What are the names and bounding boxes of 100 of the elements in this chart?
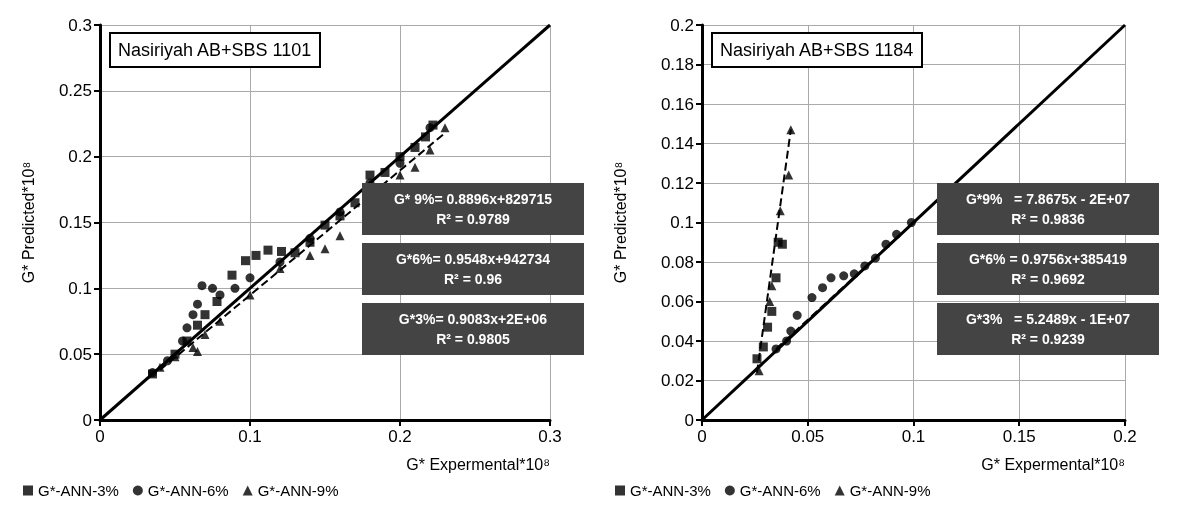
y-tick-label: 0.1	[670, 213, 694, 232]
x-axis-title: G* Expermental*10⁸	[981, 455, 1125, 473]
point	[860, 261, 870, 271]
x-tick-label: 0	[95, 427, 105, 446]
equation-box: G*6%= 0.9548x+942734 R² = 0.96	[362, 243, 584, 295]
point	[227, 270, 237, 280]
x-axis-title: G* Expermental*10⁸	[406, 455, 550, 473]
x-tick-label: 0.15	[1002, 427, 1036, 446]
y-tick-label: 0.1	[68, 278, 92, 298]
point	[193, 320, 202, 330]
x-tick-label: 0.2	[388, 427, 412, 446]
y-tick-label: 0.14	[660, 134, 694, 153]
point	[178, 336, 187, 346]
point	[752, 354, 762, 364]
point	[881, 239, 891, 249]
equation-box: G*3% = 5.2489x - 1E+07 R² = 0.9239	[937, 303, 1159, 355]
point	[395, 170, 405, 180]
point	[305, 250, 315, 260]
equation-box: G*3%= 0.9083x+2E+06 R² = 0.9805	[362, 303, 584, 355]
point	[182, 323, 192, 333]
equation-box: G* 9%= 0.8896x+829715 R² = 0.9789	[362, 183, 584, 235]
equation-box: G*6% = 0.9756x+385419 R² = 0.9692	[937, 243, 1159, 295]
y-tick-label: 0.16	[660, 94, 694, 114]
point	[777, 239, 787, 249]
point	[163, 356, 172, 366]
point	[807, 293, 817, 303]
point	[763, 322, 773, 332]
y-tick-label: 0.2	[68, 147, 92, 167]
point	[818, 283, 828, 293]
point	[440, 123, 450, 133]
point	[215, 316, 225, 326]
point	[395, 158, 405, 168]
point	[275, 257, 285, 267]
y-tick-label: 0.3	[68, 15, 92, 35]
point	[410, 142, 420, 152]
y-tick-label: 0.06	[660, 292, 694, 311]
text: Nasiriyah AB+SBS 1101	[118, 40, 312, 60]
point	[193, 299, 202, 309]
point	[188, 310, 198, 320]
equation-box: G*9% = 7.8675x - 2E+07 R² = 0.9836	[937, 183, 1159, 235]
y-tick-label: 0.18	[660, 55, 694, 74]
point	[771, 273, 781, 283]
y-axis-title: G* Predicted*10⁸	[19, 161, 37, 284]
x-tick-label: 0.1	[901, 427, 926, 446]
point	[230, 283, 240, 293]
point	[275, 264, 285, 274]
y-axis-title: G* Predicted*10⁸	[611, 161, 629, 284]
point	[200, 329, 210, 339]
point	[208, 283, 217, 293]
y-tick-label: 0.2	[670, 15, 694, 35]
y-tick-label: 0.08	[660, 252, 694, 272]
point	[305, 233, 315, 243]
legend-label: G*-ANN-3%	[630, 482, 711, 499]
point	[771, 344, 781, 354]
point	[197, 281, 207, 291]
point	[767, 306, 777, 316]
point	[758, 342, 768, 352]
point	[784, 170, 794, 180]
y-tick-label: 0.15	[58, 213, 92, 232]
x-tick-label: 0.1	[238, 427, 262, 446]
point	[215, 290, 225, 300]
point	[425, 145, 435, 155]
y-tick-label: 0	[684, 410, 694, 430]
point	[870, 253, 880, 263]
point	[421, 132, 430, 142]
point	[245, 273, 255, 283]
point	[765, 297, 775, 306]
y-tick-label: 0.02	[660, 371, 694, 390]
point	[245, 290, 255, 300]
point	[263, 245, 273, 255]
text: Nasiriyah AB+SBS 1184	[720, 40, 914, 60]
y-tick-label: 0.04	[660, 331, 694, 351]
point	[782, 336, 792, 346]
point	[786, 326, 796, 336]
point	[277, 246, 286, 256]
point	[365, 170, 375, 180]
point	[241, 256, 250, 266]
x-tick-label: 0.3	[538, 427, 562, 446]
point	[320, 220, 330, 230]
point	[350, 198, 360, 208]
y-tick-label: 0.12	[660, 173, 694, 193]
y-tick-label: 0.25	[58, 81, 92, 101]
point	[826, 273, 836, 283]
point	[335, 231, 345, 241]
point	[290, 248, 300, 258]
point	[380, 167, 390, 177]
point	[335, 207, 345, 217]
point	[906, 218, 916, 227]
x-tick-label: 0	[697, 427, 707, 446]
legend-label: G*-ANN-6%	[739, 482, 821, 499]
legend-label: G*-ANN-3%	[38, 482, 119, 499]
y-tick-label: 0.05	[58, 344, 92, 364]
point	[200, 310, 210, 320]
point	[320, 244, 330, 254]
legend-label: G*-ANN-9%	[849, 482, 931, 499]
x-tick-label: 0.05	[791, 427, 825, 446]
x-tick-label: 0.2	[1113, 427, 1137, 446]
point	[193, 347, 202, 357]
point	[839, 271, 849, 281]
point	[410, 162, 420, 172]
